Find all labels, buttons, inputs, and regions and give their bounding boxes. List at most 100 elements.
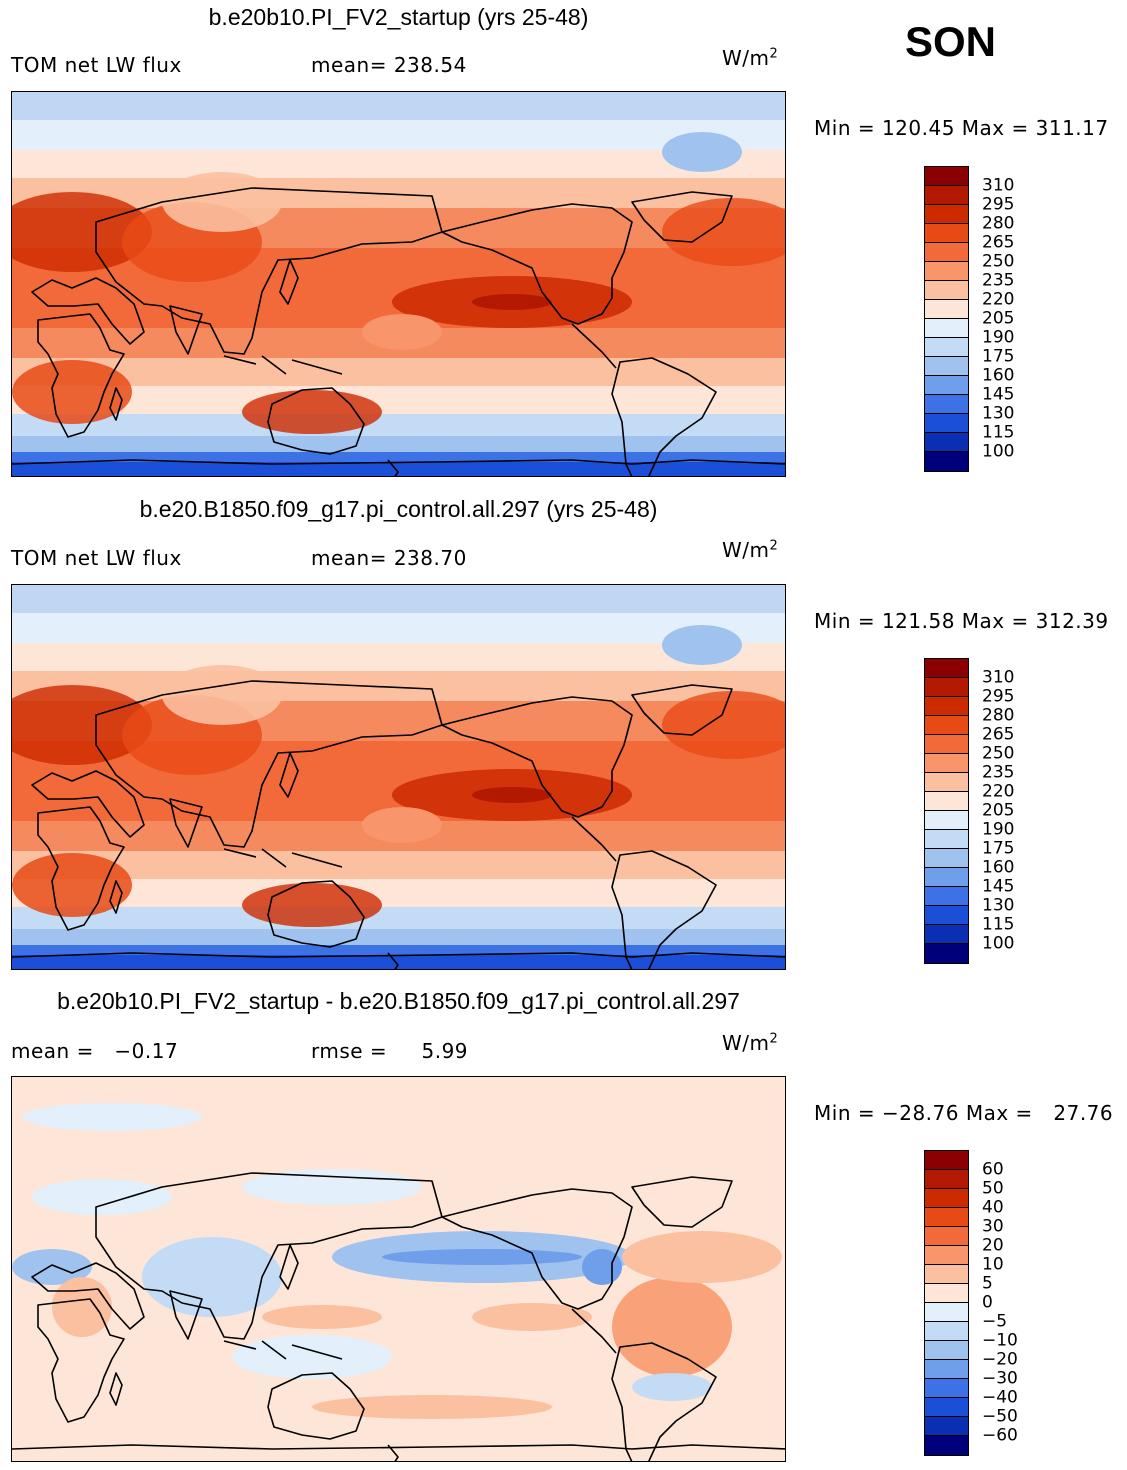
colorbar-label: 250 <box>982 251 1015 271</box>
colorbar-swatch <box>925 697 968 716</box>
panel-2-minmax: Min = 121.58 Max = 312.39 <box>814 609 1109 633</box>
colorbar-swatch <box>925 887 968 906</box>
colorbar-label: 145 <box>982 384 1015 404</box>
colorbar-label: 40 <box>982 1197 1004 1217</box>
colorbar-label: 130 <box>982 895 1015 915</box>
panel-3-rmse-label: rmse = 5.99 <box>311 1039 469 1063</box>
colorbar-swatch <box>925 1379 968 1398</box>
panel-1-variable-label: TOM net LW flux <box>11 53 182 77</box>
panel-3-mean-label: mean = −0.17 <box>11 1039 179 1063</box>
colorbar-swatch <box>925 414 968 433</box>
colorbar-swatch <box>925 1398 968 1417</box>
colorbar-label: 265 <box>982 724 1015 744</box>
colorbar-label: 280 <box>982 213 1015 233</box>
colorbar-swatch <box>925 452 968 471</box>
colorbar-label: 190 <box>982 327 1015 347</box>
colorbar-swatch <box>925 906 968 925</box>
colorbar-label: 115 <box>982 914 1015 934</box>
colorbar-swatch <box>925 1208 968 1227</box>
season-label: SON <box>905 18 997 65</box>
panel-3-minmax: Min = −28.76 Max = 27.76 <box>814 1101 1114 1125</box>
colorbar-label: 220 <box>982 781 1015 801</box>
colorbar-label: 190 <box>982 819 1015 839</box>
colorbar-label: 160 <box>982 857 1015 877</box>
colorbar-swatch <box>925 1170 968 1189</box>
panel-3-map <box>11 1076 786 1462</box>
colorbar-swatch <box>925 1417 968 1436</box>
colorbar-swatch <box>925 1341 968 1360</box>
colorbar-label: 175 <box>982 838 1015 858</box>
colorbar-swatch <box>925 1265 968 1284</box>
colorbar-swatch <box>925 1189 968 1208</box>
colorbar-swatch <box>925 205 968 224</box>
colorbar-label: 205 <box>982 800 1015 820</box>
colorbar-swatch <box>925 262 968 281</box>
colorbar-label: 295 <box>982 686 1015 706</box>
colorbar-swatch <box>925 338 968 357</box>
colorbar-label: 130 <box>982 403 1015 423</box>
panel-2-map <box>11 584 786 970</box>
colorbar-label: 280 <box>982 705 1015 725</box>
panel-3-units: W/m2 <box>722 1031 779 1055</box>
colorbar-swatch <box>925 773 968 792</box>
colorbar-frame <box>924 658 969 964</box>
colorbar-label: 205 <box>982 308 1015 328</box>
colorbar-swatch <box>925 868 968 887</box>
colorbar-label: 100 <box>982 441 1015 461</box>
colorbar-label: 0 <box>982 1292 993 1312</box>
colorbar-label: −10 <box>982 1330 1018 1350</box>
colorbar-label: −5 <box>982 1311 1008 1331</box>
colorbar-label: −40 <box>982 1387 1018 1407</box>
colorbar-swatch <box>925 925 968 944</box>
panel-1-map <box>11 91 786 477</box>
colorbar-label: −30 <box>982 1368 1018 1388</box>
colorbar-label: 115 <box>982 422 1015 442</box>
colorbar-swatch <box>925 716 968 735</box>
panel-1-minmax: Min = 120.45 Max = 311.17 <box>814 116 1109 140</box>
colorbar-swatch <box>925 167 968 186</box>
colorbar-swatch <box>925 395 968 414</box>
colorbar-swatch <box>925 376 968 395</box>
colorbar-label: 50 <box>982 1178 1004 1198</box>
colorbar-swatch <box>925 1246 968 1265</box>
colorbar-swatch <box>925 1284 968 1303</box>
colorbar-label: 235 <box>982 762 1015 782</box>
colorbar-label: 235 <box>982 270 1015 290</box>
colorbar-label: 220 <box>982 289 1015 309</box>
colorbar-swatch <box>925 1227 968 1246</box>
colorbar-label: 265 <box>982 232 1015 252</box>
colorbar-label: 175 <box>982 346 1015 366</box>
colorbar-label: 60 <box>982 1159 1004 1179</box>
colorbar-swatch <box>925 678 968 697</box>
colorbar-swatch <box>925 754 968 773</box>
colorbar-label: 30 <box>982 1216 1004 1236</box>
colorbar-label: 20 <box>982 1235 1004 1255</box>
colorbar-frame <box>924 1150 969 1456</box>
colorbar-label: 160 <box>982 365 1015 385</box>
colorbar-swatch <box>925 357 968 376</box>
colorbar-label: 5 <box>982 1273 993 1293</box>
panel-3-title: b.e20b10.PI_FV2_startup - b.e20.B1850.f0… <box>57 988 740 1014</box>
panel-1-mean-label: mean= 238.54 <box>311 53 467 77</box>
colorbar-swatch <box>925 792 968 811</box>
colorbar-label: −20 <box>982 1349 1018 1369</box>
colorbar-label: 295 <box>982 194 1015 214</box>
colorbar-label: 10 <box>982 1254 1004 1274</box>
colorbar-swatch <box>925 319 968 338</box>
colorbar-swatch <box>925 830 968 849</box>
colorbar-label: 145 <box>982 876 1015 896</box>
colorbar-swatch <box>925 659 968 678</box>
colorbar-swatch <box>925 849 968 868</box>
colorbar-swatch <box>925 1151 968 1170</box>
panel-2-units: W/m2 <box>722 538 779 562</box>
colorbar-swatch <box>925 811 968 830</box>
colorbar-swatch <box>925 1436 968 1455</box>
panel-2-variable-label: TOM net LW flux <box>11 546 182 570</box>
colorbar-swatch <box>925 1303 968 1322</box>
panel-1-title: b.e20b10.PI_FV2_startup (yrs 25-48) <box>208 4 589 30</box>
colorbar-label: 100 <box>982 933 1015 953</box>
colorbar-label: 310 <box>982 667 1015 687</box>
colorbar-label: 250 <box>982 743 1015 763</box>
colorbar-swatch <box>925 243 968 262</box>
panel-1-units: W/m2 <box>722 46 779 70</box>
